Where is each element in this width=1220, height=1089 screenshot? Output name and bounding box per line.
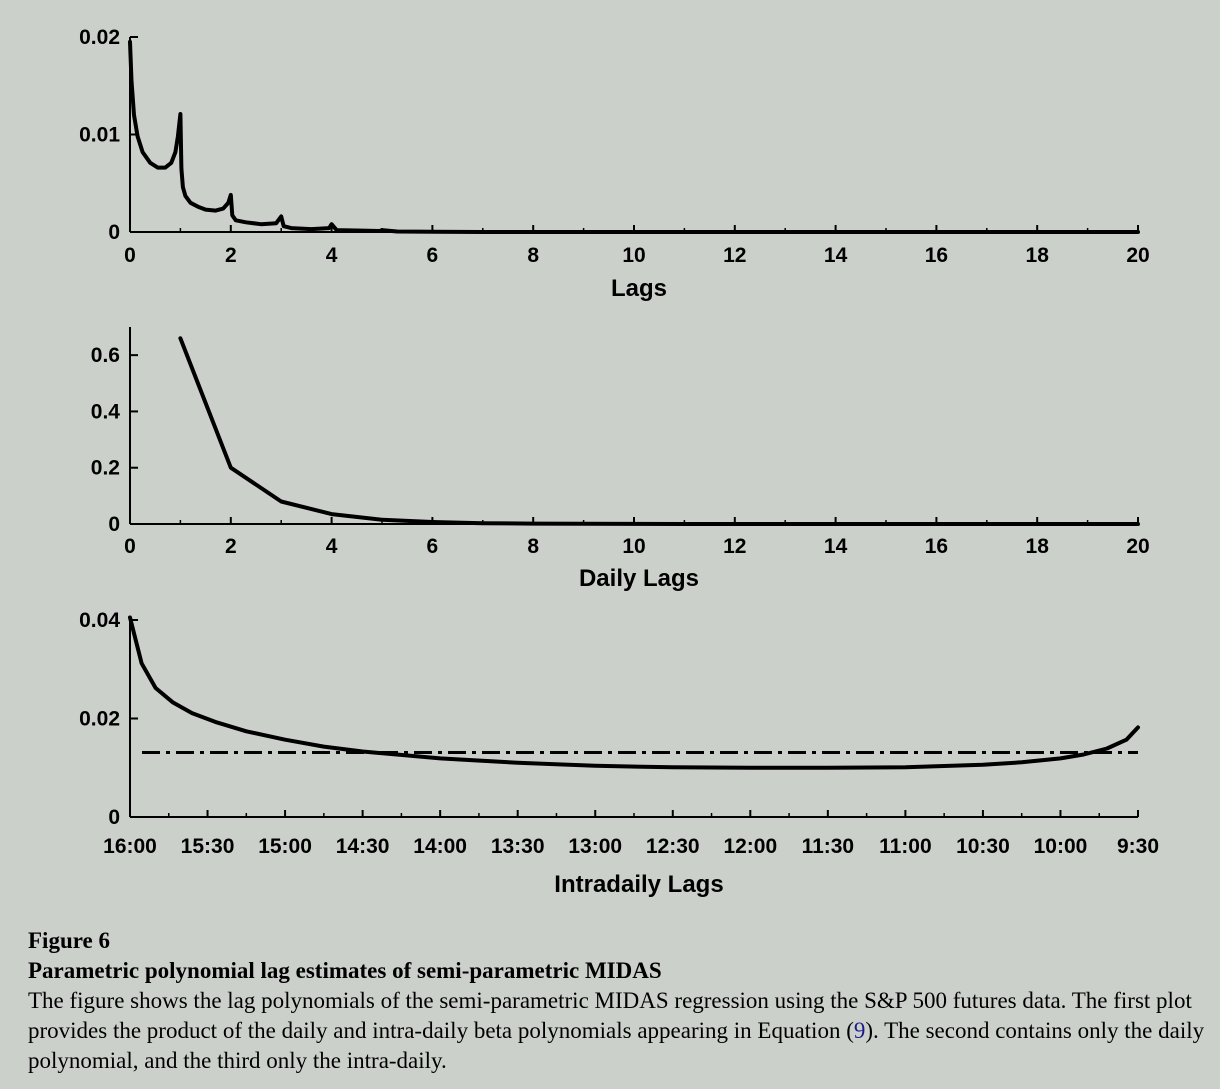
x-tick-label: 9:30 [1117,835,1159,858]
figure-caption: Figure 6 Parametric polynomial lag estim… [28,926,1213,1076]
y-tick-label: 0.02 [79,26,120,49]
chart-panel-intradaily-lags: 16:00 15:30 15:00 14:30 14:00 13:30 13:00 12:30… [79,609,1159,898]
y-tick-label: 0.02 [79,708,120,731]
chart-panel-lags-product: 0 2 4 6 8 10 12 14 16 18 20 0 0.01 0.02 Lags [79,26,1150,302]
x-tick-label: 10 [622,535,645,558]
y-tick-label: 0 [108,221,120,244]
chart-panel-daily-lags: 0 2 4 6 8 10 12 14 16 18 20 0 0.2 0.4 0.6 Daily Lags [91,327,1150,592]
x-tick-label: 20 [1126,535,1149,558]
x-tick-label: 14:00 [413,835,467,858]
y-tick-label: 0.4 [91,400,121,423]
x-tick-label: 16 [925,244,948,267]
x-tick-label: 6 [427,244,439,267]
x-tick-label: 10 [622,244,645,267]
x-tick-label: 20 [1126,244,1149,267]
y-tick-label: 0.6 [91,344,120,367]
series-line [128,615,1140,770]
x-tick-label: 11:30 [802,835,855,858]
y-tick-label: 0.04 [79,609,120,632]
x-tick-label: 8 [527,244,539,267]
x-tick-label: 12:00 [723,835,777,858]
figure-description: The figure shows the lag polynomials of … [28,986,1213,1076]
x-tick-label: 15:30 [181,835,235,858]
x-tick-label: 0 [124,535,136,558]
equation-reference-link[interactable]: 9 [853,1018,866,1043]
series-line [178,336,1140,526]
x-tick-label: 2 [225,244,237,267]
caption-text-part2: ). The second contains only the daily po… [28,1018,1205,1073]
x-tick-label: 0 [124,244,136,267]
x-tick-label: 8 [527,535,539,558]
y-tick-label: 0.2 [91,457,120,480]
x-axis-title: Lags [611,275,667,302]
x-tick-label: 4 [326,244,338,267]
x-tick-label: 16 [925,535,948,558]
figure-title: Parametric polynomial lag estimates of s… [28,958,662,983]
x-tick-label: 14:30 [336,835,390,858]
x-tick-label: 12:30 [646,835,700,858]
x-tick-label: 18 [1026,535,1050,558]
x-tick-label: 10:30 [956,835,1010,858]
x-tick-label: 11:00 [879,835,932,858]
x-tick-label: 2 [225,535,237,558]
x-axis-title: Intradaily Lags [554,871,723,898]
x-tick-label: 10:00 [1034,835,1088,858]
x-tick-label: 14 [824,244,848,267]
x-axis-title: Daily Lags [579,565,699,592]
x-tick-label: 12 [723,535,746,558]
caption-text-part1: The figure shows the lag polynomials of … [28,988,1192,1043]
x-tick-label: 12 [723,244,746,267]
x-tick-label: 15:00 [258,835,312,858]
x-tick-label: 18 [1026,244,1050,267]
x-tick-label: 13:00 [568,835,622,858]
x-tick-label: 6 [427,535,439,558]
figure-label: Figure 6 [28,928,110,953]
y-tick-label: 0 [108,806,120,829]
series-line [128,39,1140,234]
x-tick-label: 16:00 [103,835,157,858]
x-tick-label: 4 [326,535,338,558]
x-tick-label: 14 [824,535,848,558]
figure-charts: 0 2 4 6 8 10 12 14 16 18 20 0 0.01 0.02 Lags 0 2 4 6 8 10 12… [79,26,1159,898]
y-tick-label: 0 [108,513,120,536]
x-tick-label: 13:30 [491,835,545,858]
y-tick-label: 0.01 [79,124,120,147]
